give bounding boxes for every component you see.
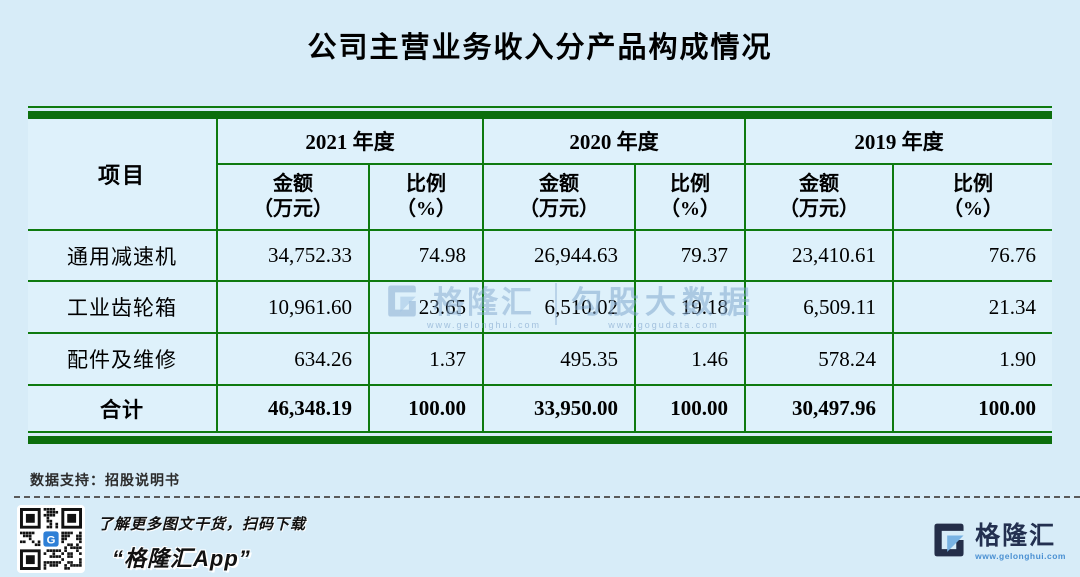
table-cell: 10,961.60 xyxy=(218,282,370,334)
table-cell: 1.46 xyxy=(636,334,746,386)
column-header-amount-2020: 金额 （万元） xyxy=(484,165,636,231)
table-cell: 23.65 xyxy=(370,282,484,334)
column-header-item: 项目 xyxy=(28,119,218,231)
table-top-thin-rule xyxy=(28,106,1052,108)
ratio-header-line2: （%） xyxy=(660,198,720,220)
column-header-ratio-2019: 比例 （%） xyxy=(894,165,1052,231)
row-label: 通用减速机 xyxy=(28,231,218,282)
table-cell: 1.90 xyxy=(894,334,1052,386)
table-cell: 33,950.00 xyxy=(484,386,636,431)
gelonghui-logo-icon xyxy=(929,520,969,565)
table-cell: 100.00 xyxy=(370,386,484,431)
column-header-ratio-2021: 比例 （%） xyxy=(370,165,484,231)
qr-caption: 了解更多图文干货，扫码下载 “格隆汇App” xyxy=(98,513,306,573)
row-label: 配件及维修 xyxy=(28,334,218,386)
amount-header-line1: 金额 xyxy=(273,173,313,195)
page-title: 公司主营业务收入分产品构成情况 xyxy=(307,32,773,64)
source-note: 数据支持：招股说明书 xyxy=(30,472,180,488)
svg-text:G: G xyxy=(47,534,56,546)
table-cell: 74.98 xyxy=(370,231,484,282)
ratio-header-line1: 比例 xyxy=(953,173,993,195)
amount-header-line2: （万元） xyxy=(519,198,599,220)
qr-center-logo-icon: G xyxy=(41,529,61,549)
amount-header-line1: 金额 xyxy=(539,173,579,195)
column-header-year-2021: 2021 年度 xyxy=(218,119,484,165)
amount-header-line2: （万元） xyxy=(779,198,859,220)
table-cell: 21.34 xyxy=(894,282,1052,334)
qr-code: G xyxy=(17,505,85,573)
table-cell: 79.37 xyxy=(636,231,746,282)
table-cell: 34,752.33 xyxy=(218,231,370,282)
table-cell: 30,497.96 xyxy=(746,386,894,431)
column-header-ratio-2020: 比例 （%） xyxy=(636,165,746,231)
revenue-table: 格隆汇 www.gelonghui.com 勾股大数据 www.gogudata… xyxy=(28,106,1052,444)
amount-header-line2: （万元） xyxy=(253,198,333,220)
qr-caption-line2: “格隆汇App” xyxy=(112,546,251,571)
table-cell: 578.24 xyxy=(746,334,894,386)
table-top-thick-bar xyxy=(28,111,1052,119)
table-cell: 23,410.61 xyxy=(746,231,894,282)
table-cell: 76.76 xyxy=(894,231,1052,282)
row-label: 合计 xyxy=(28,386,218,431)
table-body-area: 格隆汇 www.gelonghui.com 勾股大数据 www.gogudata… xyxy=(28,119,1052,431)
amount-header-line1: 金额 xyxy=(799,173,839,195)
table-cell: 100.00 xyxy=(636,386,746,431)
row-label: 工业齿轮箱 xyxy=(28,282,218,334)
table-cell: 46,348.19 xyxy=(218,386,370,431)
table-bottom-thick-bar xyxy=(28,436,1052,444)
table-cell: 19.18 xyxy=(636,282,746,334)
table-cell: 6,509.11 xyxy=(746,282,894,334)
table-cell: 100.00 xyxy=(978,396,1036,420)
ratio-header-line2: （%） xyxy=(396,198,456,220)
ratio-header-line1: 比例 xyxy=(406,173,446,195)
column-header-year-2020: 2020 年度 xyxy=(484,119,746,165)
table-bottom-thin-rule xyxy=(28,431,1052,433)
qr-caption-line1: 了解更多图文干货，扫码下载 xyxy=(98,516,307,533)
table-cell: 6,510.02 xyxy=(484,282,636,334)
ratio-header-line2: （%） xyxy=(943,198,1003,220)
footer-brand-url: www.gelonghui.com xyxy=(975,551,1066,561)
footer-brand-name: 格隆汇 xyxy=(975,522,1057,550)
table-cell: 495.35 xyxy=(484,334,636,386)
table-grid: 项目 2021 年度 2020 年度 2019 年度 金额 （万元） 比例 （%… xyxy=(28,119,1052,431)
column-header-amount-2021: 金额 （万元） xyxy=(218,165,370,231)
footer-brand: 格隆汇 www.gelonghui.com xyxy=(929,520,1066,565)
table-cell: 26,944.63 xyxy=(484,231,636,282)
dashed-divider xyxy=(14,496,1080,498)
column-header-year-2019: 2019 年度 xyxy=(746,119,1052,165)
column-header-amount-2019: 金额 （万元） xyxy=(746,165,894,231)
table-cell: 1.37 xyxy=(370,334,484,386)
table-cell: 634.26 xyxy=(218,334,370,386)
ratio-header-line1: 比例 xyxy=(670,173,710,195)
